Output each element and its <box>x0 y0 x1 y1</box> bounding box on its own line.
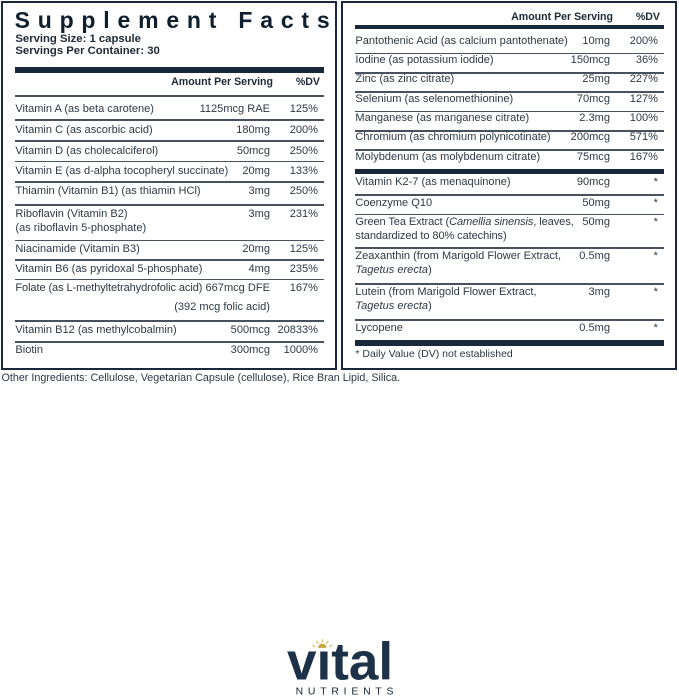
svg-text:NUTRIENTS: NUTRIENTS <box>296 687 399 698</box>
svg-text:vıtal: vıtal <box>287 633 393 692</box>
